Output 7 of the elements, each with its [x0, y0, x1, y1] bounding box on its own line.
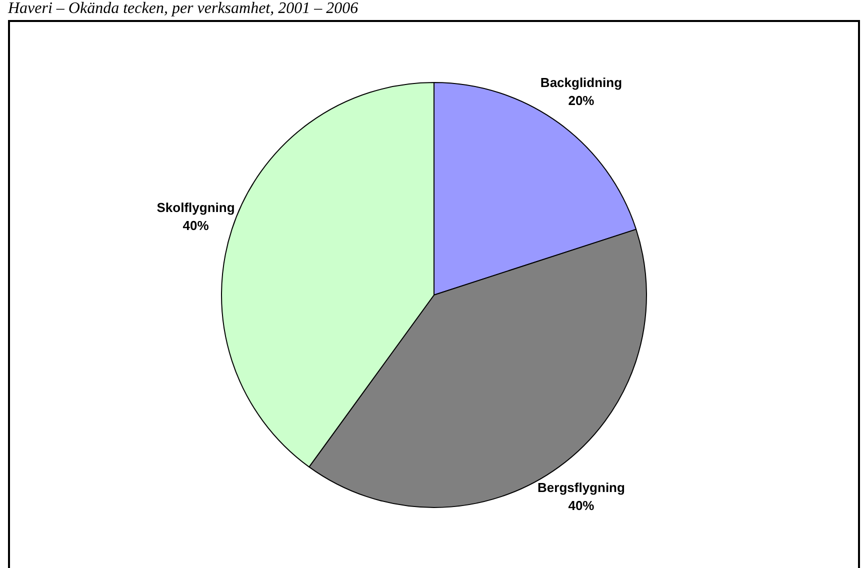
- slice-label: Skolflygning: [156, 200, 235, 216]
- data-label: 40%: [568, 498, 595, 514]
- data-label: 40%: [182, 218, 210, 234]
- slice-label: Bergsflygning: [538, 480, 625, 496]
- chart-title: Haveri – Okända tecken, per verksamhet, 2001 – 2006: [8, 0, 358, 18]
- slice-label: Backglidning: [540, 74, 622, 90]
- data-label: 20%: [568, 92, 595, 108]
